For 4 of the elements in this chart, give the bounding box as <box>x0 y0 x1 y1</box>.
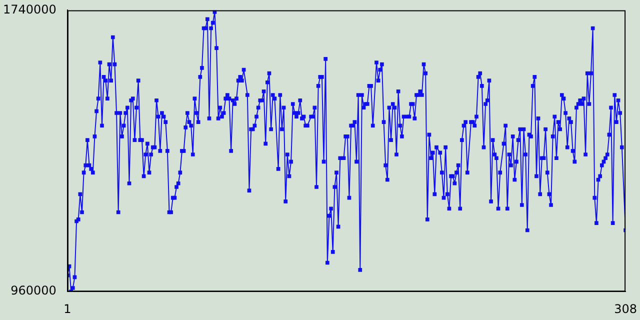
y-tick-label: 960000 <box>10 284 56 298</box>
x-tick-label: 1 <box>64 302 72 316</box>
x-tick-label: 308 <box>614 302 637 316</box>
y-tick-label: 1740000 <box>2 2 56 16</box>
